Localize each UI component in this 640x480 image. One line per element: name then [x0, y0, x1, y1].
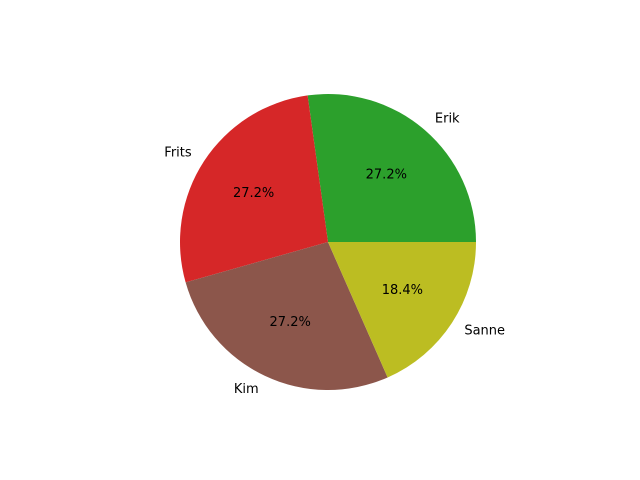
slice-percent-frits: 27.2% — [233, 186, 274, 201]
slice-percent-erik: 27.2% — [366, 168, 407, 183]
pie-slice-kim — [185, 242, 388, 391]
slices-layer — [179, 94, 476, 391]
slice-label-erik: Erik — [435, 112, 460, 127]
slice-label-sanne: Sanne — [464, 323, 505, 338]
labels-layer: Erik 27.2% Frits 27.2% Kim 27.2% Sanne 18.4% — [164, 112, 505, 397]
pie-slice-erik — [307, 94, 476, 242]
slice-percent-sanne: 18.4% — [382, 283, 423, 298]
pie-slice-sanne — [328, 242, 476, 378]
pie-slice-frits — [179, 95, 328, 283]
slice-percent-kim: 27.2% — [270, 315, 311, 330]
slice-label-frits: Frits — [164, 146, 192, 161]
slice-label-kim: Kim — [234, 382, 259, 397]
